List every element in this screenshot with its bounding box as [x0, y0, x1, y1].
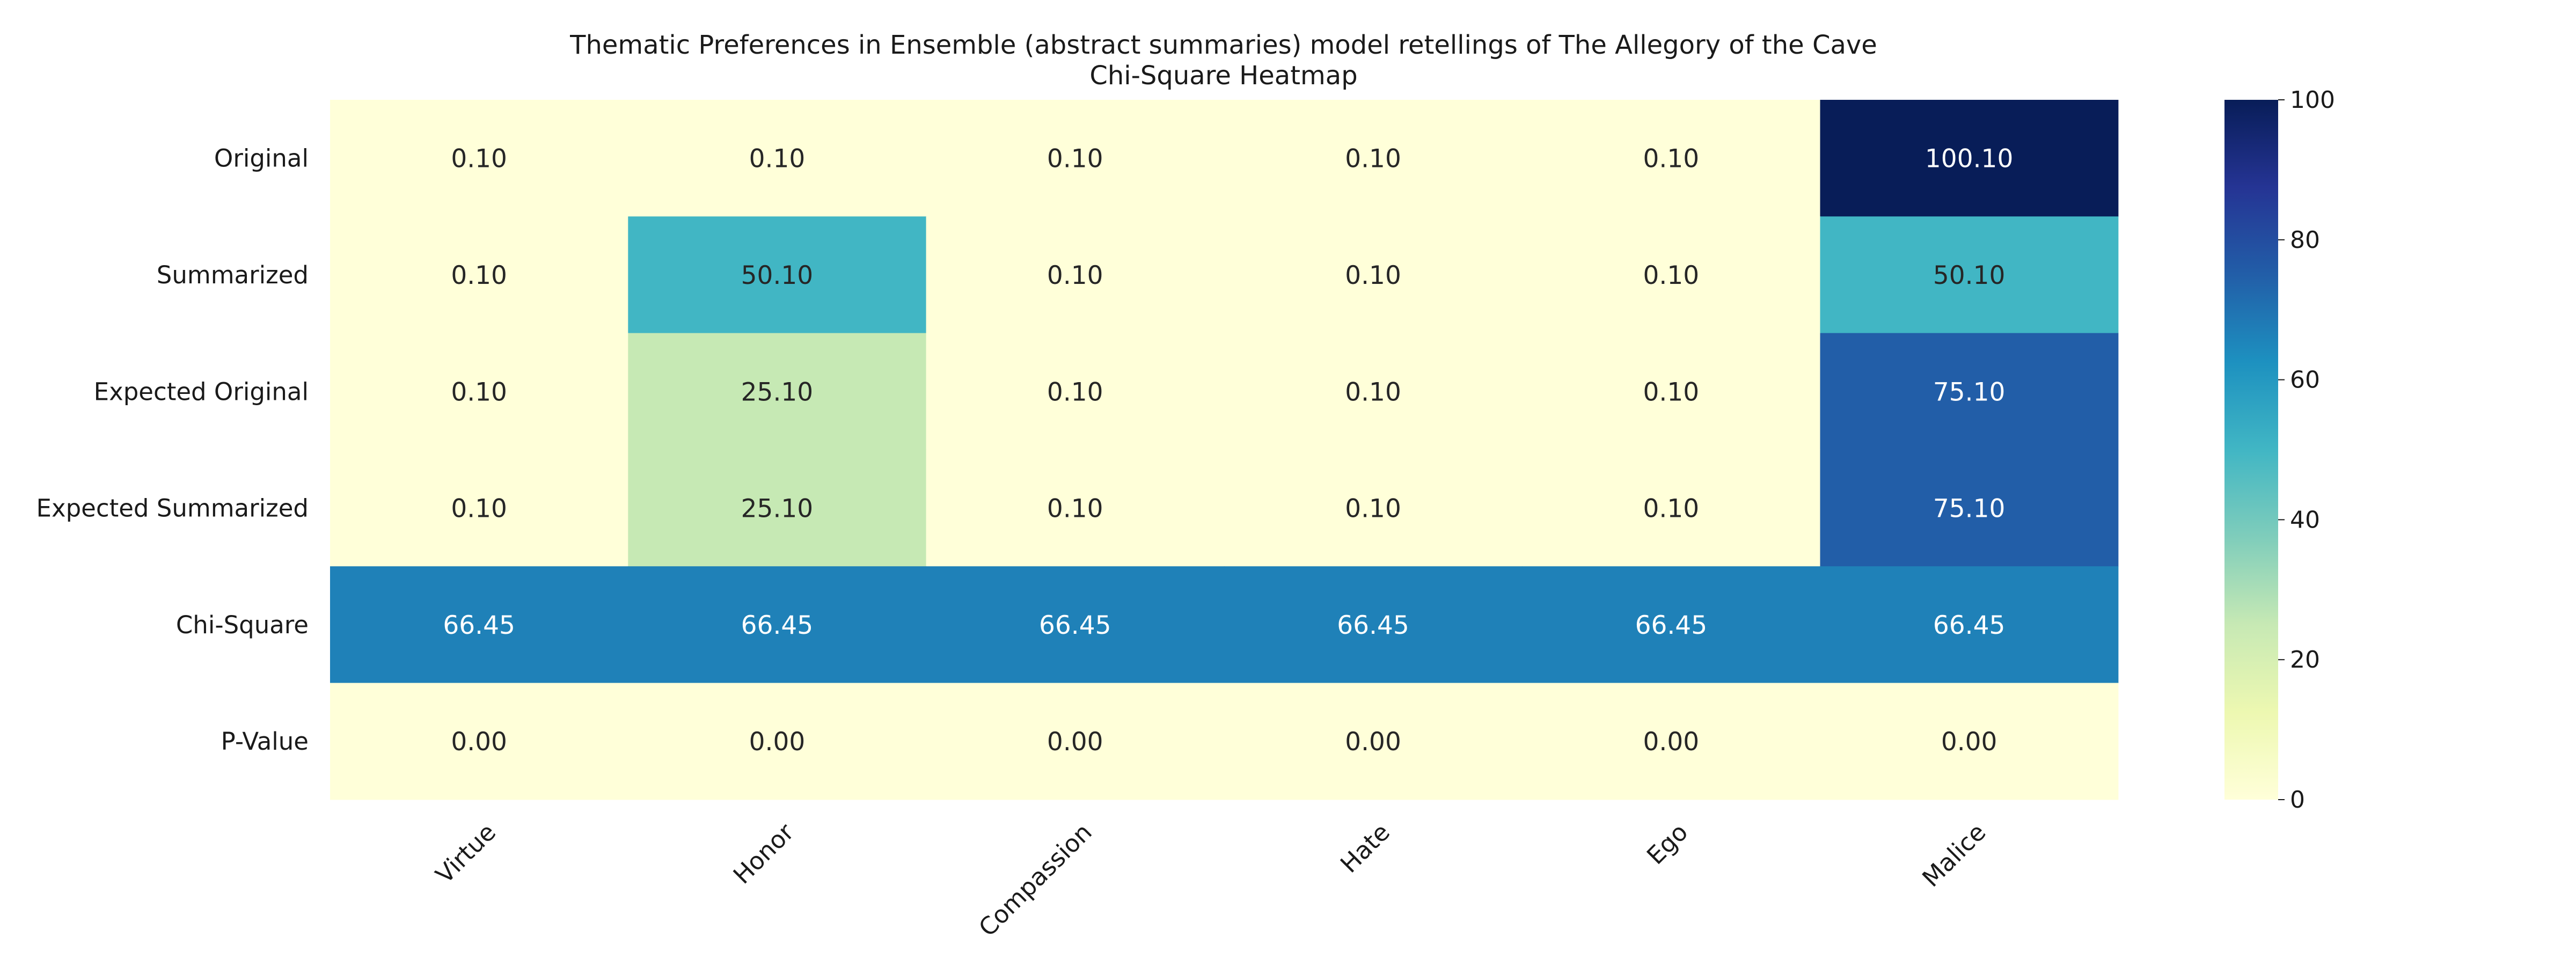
- cell-value-label: 0.10: [1047, 494, 1103, 524]
- heatmap-cell: [330, 333, 628, 450]
- cell-value-label: 75.10: [1933, 494, 2006, 524]
- column-label: Compassion: [973, 818, 1097, 942]
- heatmap-cell: [926, 216, 1225, 334]
- heatmap-cell: [628, 216, 927, 334]
- heatmap-cell: [330, 216, 628, 334]
- heatmap-cell: [1820, 333, 2119, 450]
- heatmap-cell: [1224, 683, 1523, 800]
- cell-value-label: 66.45: [1039, 611, 1111, 640]
- cell-value-label: 25.10: [741, 494, 814, 524]
- heatmap-cell: [926, 100, 1225, 217]
- cell-value-label: 50.10: [1933, 261, 2006, 290]
- cell-value-label: 0.10: [1643, 261, 1700, 290]
- colorbar-tick-label: 60: [2290, 367, 2320, 394]
- cell-value-label: 0.00: [1643, 727, 1700, 757]
- heatmap-cell: [1224, 449, 1523, 567]
- heatmap-cell: [1522, 333, 1821, 450]
- row-label: Chi-Square: [176, 611, 309, 639]
- cell-value-label: 0.00: [451, 727, 507, 757]
- colorbar: 0 20 40 60 80 100: [2224, 86, 2335, 814]
- heatmap-cell: [1522, 449, 1821, 567]
- column-labels: Virtue Honor Compassion Hate Ego Malice: [430, 818, 1991, 942]
- colorbar-tick-label: 20: [2290, 646, 2320, 674]
- column-label: Hate: [1335, 818, 1395, 879]
- cell-value-label: 50.10: [741, 261, 814, 290]
- heatmap-cell: [330, 100, 628, 217]
- cell-value-label: 0.00: [1047, 727, 1103, 757]
- heatmap-cell: [1224, 216, 1523, 334]
- heatmap-cell: [628, 566, 927, 684]
- cell-value-label: 0.10: [749, 144, 806, 174]
- heatmap-cells: 0.10 0.10 0.10 0.10 0.10 100.10 0.10 50.10 0.10 0…: [330, 100, 2119, 800]
- cell-value-label: 66.45: [1635, 611, 1708, 640]
- cell-value-label: 0.10: [451, 377, 507, 407]
- cell-value-label: 0.10: [1345, 261, 1401, 290]
- cell-value-label: 0.10: [1345, 494, 1401, 524]
- cell-value-label: 0.00: [749, 727, 806, 757]
- column-label: Virtue: [430, 818, 501, 889]
- column-label: Malice: [1916, 818, 1991, 892]
- cell-value-label: 0.00: [1941, 727, 1997, 757]
- heatmap-cell: [1522, 683, 1821, 800]
- cell-value-label: 0.10: [1047, 377, 1103, 407]
- row-labels: Original Summarized Expected Original Expec…: [36, 144, 309, 756]
- heatmap-cell: [1522, 566, 1821, 684]
- row-label: Original: [214, 144, 309, 173]
- cell-value-label: 0.10: [451, 494, 507, 524]
- colorbar-tick-label: 40: [2290, 506, 2320, 533]
- heatmap-cell: [926, 449, 1225, 567]
- colorbar-tick-label: 80: [2290, 226, 2320, 254]
- row-label: Expected Summarized: [36, 494, 309, 523]
- colorbar-ticks: 0 20 40 60 80 100: [2278, 86, 2335, 814]
- heatmap-cell: [926, 333, 1225, 450]
- cell-value-label: 66.45: [1933, 611, 2006, 640]
- cell-value-label: 0.10: [451, 144, 507, 174]
- cell-value-label: 66.45: [1337, 611, 1409, 640]
- cell-value-label: 0.10: [1643, 144, 1700, 174]
- heatmap-cell: [330, 449, 628, 567]
- heatmap-cell: [330, 566, 628, 684]
- cell-value-label: 66.45: [443, 611, 515, 640]
- chart-subtitle: Chi-Square Heatmap: [1089, 61, 1357, 91]
- heatmap-cell: [628, 100, 927, 217]
- heatmap-cell: [1522, 216, 1821, 334]
- cell-value-label: 100.10: [1925, 144, 2013, 174]
- colorbar-tick-label: 100: [2290, 86, 2335, 114]
- cell-value-label: 0.10: [1047, 261, 1103, 290]
- heatmap-cell: [628, 333, 927, 450]
- heatmap-cell: [628, 683, 927, 800]
- cell-value-label: 66.45: [741, 611, 814, 640]
- cell-value-label: 0.10: [1345, 144, 1401, 174]
- heatmap-cell: [926, 566, 1225, 684]
- colorbar-gradient: [2224, 100, 2278, 800]
- cell-value-label: 0.00: [1345, 727, 1401, 757]
- chart-title: Thematic Preferences in Ensemble (abstra…: [569, 30, 1877, 60]
- heatmap-cell: [1820, 683, 2119, 800]
- heatmap-cell: [1820, 566, 2119, 684]
- cell-value-label: 0.10: [451, 261, 507, 290]
- row-label: Summarized: [157, 261, 309, 289]
- row-label: Expected Original: [94, 377, 309, 406]
- cell-value-label: 0.10: [1643, 377, 1700, 407]
- cell-value-label: 75.10: [1933, 377, 2006, 407]
- heatmap-cell: [1820, 216, 2119, 334]
- heatmap-cell: [1522, 100, 1821, 217]
- cell-value-label: 25.10: [741, 377, 814, 407]
- heatmap-cell: [1224, 333, 1523, 450]
- heatmap-cell: [330, 683, 628, 800]
- row-label: P-Value: [221, 727, 309, 756]
- column-label: Honor: [728, 818, 800, 890]
- heatmap-cell: [1820, 449, 2119, 567]
- heatmap-cell: [1820, 100, 2119, 217]
- cell-value-label: 0.10: [1643, 494, 1700, 524]
- cell-value-label: 0.10: [1047, 144, 1103, 174]
- heatmap-cell: [926, 683, 1225, 800]
- colorbar-tick-label: 0: [2290, 786, 2305, 814]
- cell-value-label: 0.10: [1345, 377, 1401, 407]
- heatmap-cell: [1224, 566, 1523, 684]
- column-label: Ego: [1641, 818, 1693, 870]
- heatmap-cell: [628, 449, 927, 567]
- heatmap-cell: [1224, 100, 1523, 217]
